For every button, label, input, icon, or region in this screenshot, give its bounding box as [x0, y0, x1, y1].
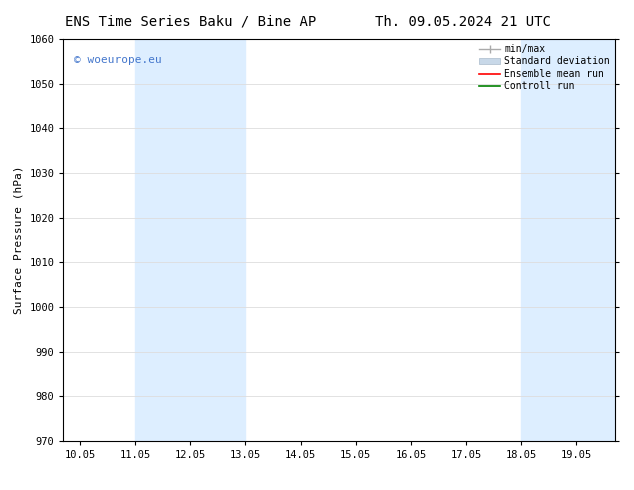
Y-axis label: Surface Pressure (hPa): Surface Pressure (hPa)	[14, 166, 24, 315]
Bar	[521, 39, 615, 441]
Text: © woeurope.eu: © woeurope.eu	[74, 55, 162, 65]
Legend: min/max, Standard deviation, Ensemble mean run, Controll run: min/max, Standard deviation, Ensemble me…	[477, 42, 612, 93]
Text: Th. 09.05.2024 21 UTC: Th. 09.05.2024 21 UTC	[375, 15, 551, 29]
Text: ENS Time Series Baku / Bine AP: ENS Time Series Baku / Bine AP	[65, 15, 316, 29]
Bar	[135, 39, 245, 441]
